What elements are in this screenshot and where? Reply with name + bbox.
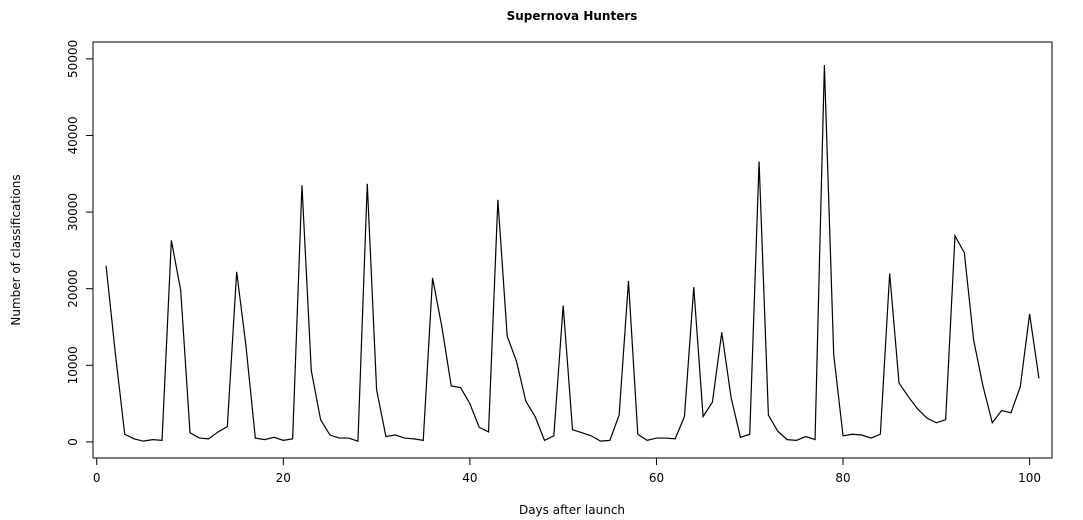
x-tick-label: 60 — [649, 471, 664, 485]
y-axis-label: Number of classifications — [9, 174, 23, 325]
x-axis-label: Days after launch — [519, 503, 625, 517]
plot-frame — [92, 41, 1053, 459]
y-tick-label: 0 — [66, 438, 80, 446]
y-tick-label: 20000 — [66, 270, 80, 308]
data-line — [105, 64, 1040, 442]
x-tick-label: 40 — [462, 471, 477, 485]
y-tick-label: 40000 — [66, 116, 80, 154]
x-tick-label: 0 — [93, 471, 101, 485]
y-tick-label: 30000 — [66, 193, 80, 231]
y-tick-label: 10000 — [66, 346, 80, 384]
x-tick-label: 20 — [276, 471, 291, 485]
y-tick-label: 50000 — [66, 40, 80, 78]
x-tick-label: 100 — [1018, 471, 1041, 485]
chart-title: Supernova Hunters — [507, 9, 638, 23]
x-tick-label: 80 — [835, 471, 850, 485]
